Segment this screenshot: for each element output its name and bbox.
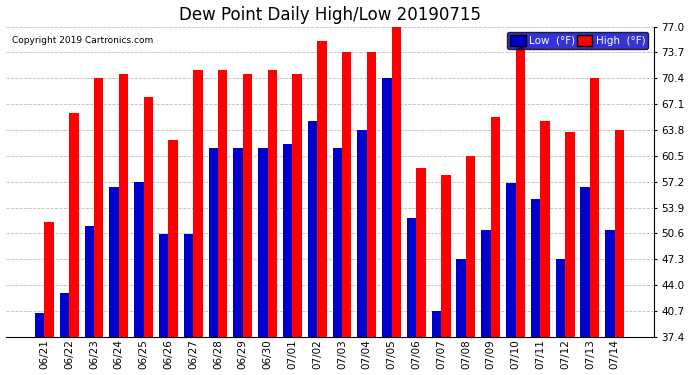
Bar: [35, 312, 44, 337]
Bar: [367, 53, 376, 337]
Bar: [605, 230, 615, 337]
Bar: [293, 74, 302, 337]
Bar: [308, 120, 317, 337]
Bar: [457, 259, 466, 337]
Bar: [94, 78, 104, 337]
Bar: [193, 70, 203, 337]
Bar: [531, 199, 540, 337]
Bar: [515, 40, 525, 337]
Bar: [44, 222, 54, 337]
Bar: [382, 78, 391, 337]
Bar: [615, 130, 624, 337]
Bar: [268, 70, 277, 337]
Bar: [184, 234, 193, 337]
Bar: [134, 182, 144, 337]
Bar: [110, 187, 119, 337]
Bar: [168, 140, 178, 337]
Bar: [342, 53, 351, 337]
Bar: [233, 148, 243, 337]
Bar: [391, 27, 401, 337]
Bar: [482, 230, 491, 337]
Bar: [317, 40, 326, 337]
Bar: [407, 219, 416, 337]
Bar: [208, 148, 218, 337]
Bar: [466, 156, 475, 337]
Legend: Low  (°F), High  (°F): Low (°F), High (°F): [506, 32, 649, 49]
Bar: [159, 234, 168, 337]
Bar: [565, 132, 575, 337]
Bar: [357, 130, 367, 337]
Bar: [416, 168, 426, 337]
Bar: [540, 120, 550, 337]
Bar: [218, 70, 228, 337]
Bar: [60, 293, 69, 337]
Bar: [555, 259, 565, 337]
Bar: [491, 117, 500, 337]
Bar: [243, 74, 253, 337]
Bar: [580, 187, 590, 337]
Bar: [258, 148, 268, 337]
Bar: [506, 183, 515, 337]
Bar: [85, 226, 94, 337]
Bar: [69, 113, 79, 337]
Text: Copyright 2019 Cartronics.com: Copyright 2019 Cartronics.com: [12, 36, 153, 45]
Bar: [119, 74, 128, 337]
Bar: [144, 97, 153, 337]
Title: Dew Point Daily High/Low 20190715: Dew Point Daily High/Low 20190715: [179, 6, 480, 24]
Bar: [441, 176, 451, 337]
Bar: [283, 144, 293, 337]
Bar: [590, 78, 600, 337]
Bar: [432, 311, 441, 337]
Bar: [333, 148, 342, 337]
